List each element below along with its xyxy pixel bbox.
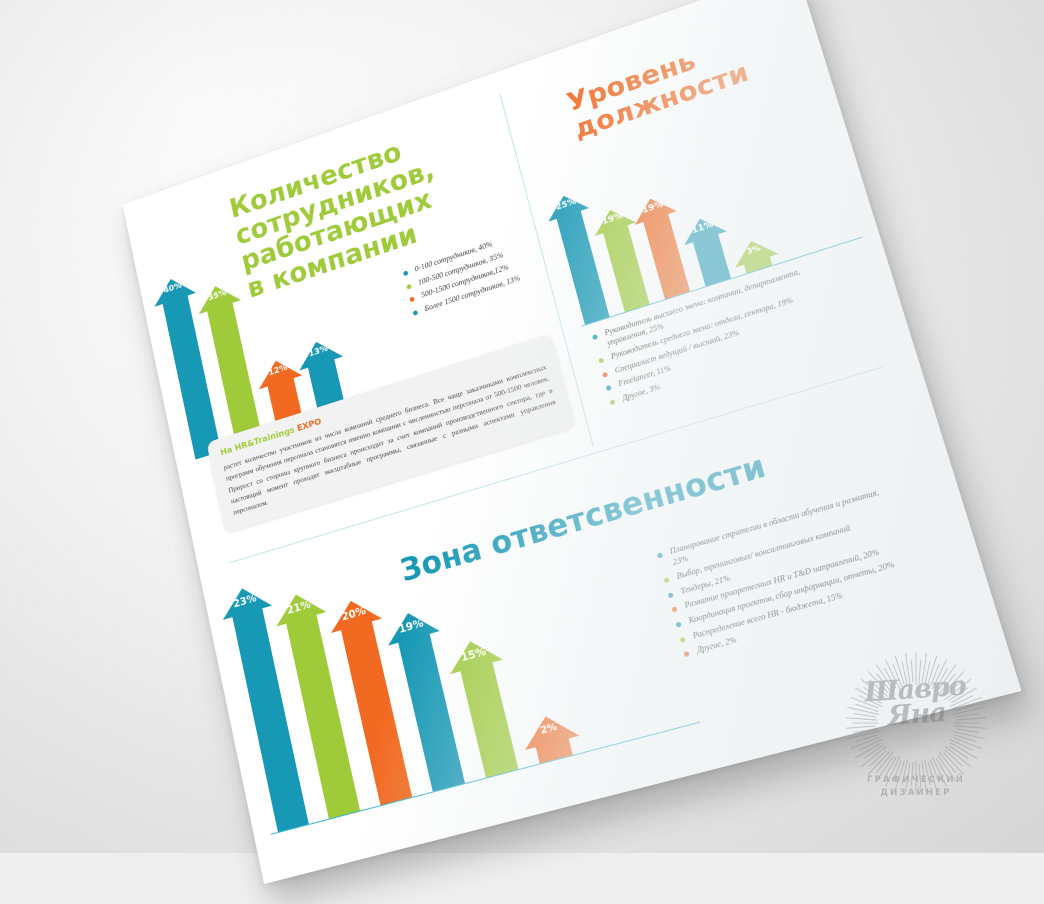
sunburst-icon <box>845 652 987 794</box>
designer-watermark: Шавро Яна ГРАФИЧЕСКИЙ ДИЗАЙНЕР <box>836 648 1006 818</box>
bar-project-coordination: 15% <box>444 633 519 778</box>
bar-freelancer: 11% <box>678 211 731 287</box>
chart-responsibility: 23% 21% 20% 19% <box>217 466 687 833</box>
legend-responsibility: Планирование стратегии в области обучени… <box>656 483 929 664</box>
watermark-subtitle: ГРАФИЧЕСКИЙ ДИЗАЙНЕР <box>866 775 966 799</box>
bar-top-management: 25% <box>543 189 610 325</box>
bar-lead-specialist: 19% <box>629 191 691 300</box>
